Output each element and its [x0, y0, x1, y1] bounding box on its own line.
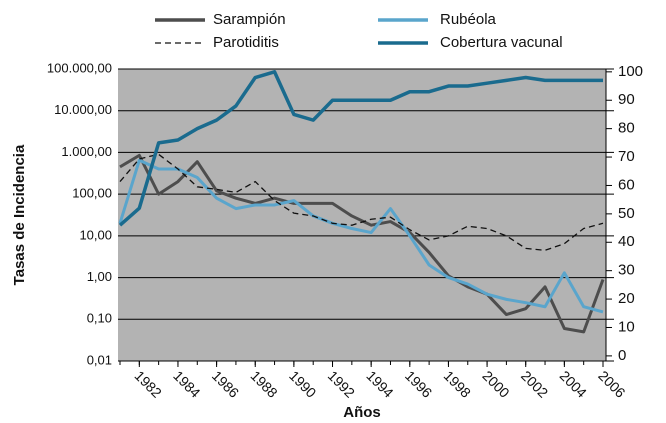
y-tick-label: 100,00 [72, 186, 112, 201]
x-tick-label: 1984 [170, 367, 203, 400]
x-tick-label: 2006 [595, 367, 628, 400]
y-tick-label: 1.000,00 [61, 144, 112, 159]
y2-tick-label: 10 [618, 318, 635, 335]
x-tick-label: 1998 [441, 367, 474, 400]
y2-tick-label: 70 [618, 148, 635, 165]
x-tick-label: 1988 [247, 367, 280, 400]
y2-tick-label: 80 [618, 120, 635, 137]
x-tick-label: 1986 [209, 367, 242, 400]
legend-label: Cobertura vacunal [440, 34, 563, 51]
x-tick-label: 1996 [402, 367, 435, 400]
y2-tick-label: 40 [618, 233, 635, 250]
y-tick-label: 0,01 [87, 352, 112, 367]
x-tick-label: 2004 [557, 367, 590, 400]
y2-tick-label: 60 [618, 176, 635, 193]
legend-label: Parotiditis [213, 34, 279, 51]
y-tick-label: 0,10 [87, 311, 112, 326]
y2-tick-label: 20 [618, 290, 635, 307]
x-tick-label: 1990 [286, 367, 319, 400]
x-tick-label: 2002 [518, 367, 551, 400]
series-line [119, 153, 604, 251]
x-tick-label: 1982 [132, 367, 165, 400]
series-line [119, 153, 605, 334]
x-tick-label: 2000 [479, 367, 512, 400]
legend-label: Rubéola [440, 11, 497, 28]
y-tick-label: 10.000,00 [54, 102, 112, 117]
series-line [118, 70, 603, 227]
y-tick-label: 100.000,00 [47, 60, 112, 75]
y2-tick-label: 30 [618, 262, 635, 279]
y2-tick-label: 90 [618, 91, 635, 108]
y2-tick-label: 0 [618, 347, 626, 364]
y2-tick-label: 50 [618, 205, 635, 222]
y-tick-label: 10,00 [79, 227, 112, 242]
plot-area [118, 69, 606, 361]
x-tick-label: 1992 [325, 367, 358, 400]
legend-label: Sarampión [213, 11, 286, 28]
y-axis-label: Tasas de Incidencia [11, 144, 28, 285]
y-tick-label: 1,00 [87, 269, 112, 284]
x-axis-label: Años [343, 404, 381, 421]
y2-tick-label: 100 [618, 63, 643, 80]
x-tick-label: 1994 [363, 367, 396, 400]
series-line [118, 158, 604, 314]
